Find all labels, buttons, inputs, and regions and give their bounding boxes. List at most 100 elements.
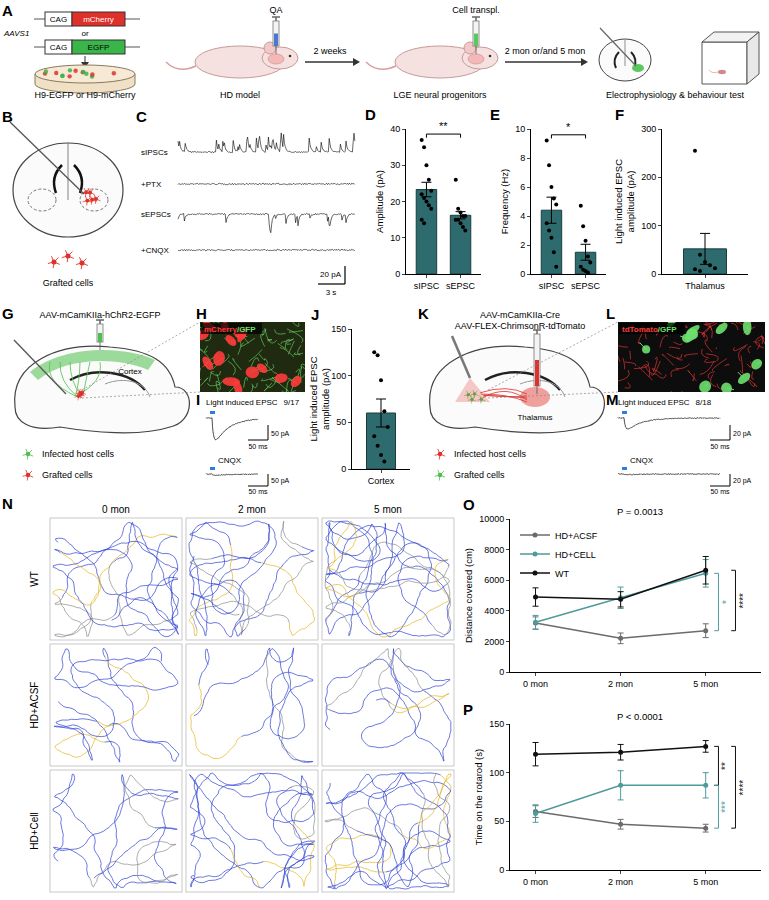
svg-text:Electrophysiology & behaviour: Electrophysiology & behaviour test <box>606 90 745 100</box>
svg-text:50: 50 <box>336 417 346 427</box>
svg-text:Frequency (Hz): Frequency (Hz) <box>499 169 510 234</box>
svg-text:Amplitude (pA): Amplitude (pA) <box>374 170 385 233</box>
svg-text:HD+ACSF: HD+ACSF <box>555 531 598 541</box>
svg-text:*: * <box>721 600 732 604</box>
svg-text:5 mon: 5 mon <box>693 679 718 689</box>
svg-text:0 mon: 0 mon <box>523 679 548 689</box>
svg-text:50 ms: 50 ms <box>248 488 268 495</box>
svg-text:EGFP: EGFP <box>88 43 110 52</box>
svg-text:WT: WT <box>555 569 569 579</box>
svg-text:CNQX: CNQX <box>630 456 654 465</box>
svg-text:50: 50 <box>494 816 504 826</box>
svg-text:CNQX: CNQX <box>218 456 242 465</box>
svg-text:H: H <box>196 305 207 322</box>
svg-text:B: B <box>2 108 13 125</box>
svg-text:2: 2 <box>520 240 525 250</box>
svg-text:Time on the rotarod (s): Time on the rotarod (s) <box>473 749 484 845</box>
svg-text:P < 0.0001: P < 0.0001 <box>617 711 663 722</box>
svg-text:sEPSC: sEPSC <box>446 281 476 291</box>
svg-text:0: 0 <box>499 865 504 875</box>
svg-text:P = 0.0013: P = 0.0013 <box>617 506 663 517</box>
svg-text:AAV-mCamKIIa-Cre: AAV-mCamKIIa-Cre <box>480 310 560 320</box>
svg-text:40: 40 <box>390 124 400 134</box>
svg-text:P: P <box>463 701 473 718</box>
svg-text:2 mon: 2 mon <box>238 504 266 515</box>
svg-text:0: 0 <box>395 269 400 279</box>
svg-text:8: 8 <box>520 153 525 163</box>
svg-text:Cell transpl.: Cell transpl. <box>452 5 500 15</box>
svg-text:C: C <box>136 108 147 125</box>
svg-text:****: **** <box>738 780 749 796</box>
svg-text:20 pA: 20 pA <box>320 270 342 279</box>
svg-text:0: 0 <box>520 269 525 279</box>
svg-text:200: 200 <box>641 172 656 182</box>
svg-text:WT: WT <box>29 571 40 587</box>
svg-text:+CNQX: +CNQX <box>141 246 169 255</box>
svg-text:A: A <box>2 2 13 19</box>
svg-text:2000: 2000 <box>484 637 504 647</box>
svg-text:300: 300 <box>641 124 656 134</box>
svg-text:****: **** <box>738 593 749 609</box>
svg-text:O: O <box>463 496 475 513</box>
svg-text:10: 10 <box>390 233 400 243</box>
svg-text:2 mon or/and 5 mon: 2 mon or/and 5 mon <box>505 46 586 56</box>
svg-text:10: 10 <box>515 124 525 134</box>
svg-text:sEPSCs: sEPSCs <box>141 210 171 219</box>
svg-text:E: E <box>490 106 500 123</box>
svg-text:Thalamus: Thalamus <box>517 413 552 422</box>
svg-text:or: or <box>81 29 88 38</box>
svg-text:5 mon: 5 mon <box>693 877 718 887</box>
svg-text:Light induced EPSC9/17: Light induced EPSC9/17 <box>206 398 300 407</box>
svg-text:20: 20 <box>390 197 400 207</box>
svg-text:Grafted cells: Grafted cells <box>43 278 94 288</box>
svg-text:mCherry: mCherry <box>83 15 114 24</box>
svg-text:150: 150 <box>331 324 346 334</box>
svg-text:CAG: CAG <box>50 43 67 52</box>
svg-text:AAVS1: AAVS1 <box>3 29 29 38</box>
svg-text:2 mon: 2 mon <box>608 679 633 689</box>
svg-text:100: 100 <box>489 768 504 778</box>
svg-text:sIPSCs: sIPSCs <box>141 148 168 157</box>
svg-text:2 mon: 2 mon <box>608 877 633 887</box>
svg-text:30: 30 <box>390 160 400 170</box>
svg-text:2 weeks: 2 weeks <box>313 46 347 56</box>
svg-text:HD model: HD model <box>220 90 260 100</box>
svg-text:AAV-FLEX-ChrimsonR-tdTomato: AAV-FLEX-ChrimsonR-tdTomato <box>455 321 585 331</box>
svg-text:0 mon: 0 mon <box>102 504 130 515</box>
svg-text:Cortex: Cortex <box>118 367 142 376</box>
svg-text:N: N <box>2 495 13 512</box>
svg-text:150: 150 <box>489 719 504 729</box>
svg-text:3 s: 3 s <box>326 288 337 297</box>
svg-text:0 mon: 0 mon <box>523 877 548 887</box>
svg-text:tdTomato/GFP: tdTomato/GFP <box>622 325 677 334</box>
svg-text:I: I <box>196 391 200 408</box>
svg-text:HD+ACSF: HD+ACSF <box>29 682 40 729</box>
svg-text:***: *** <box>720 801 731 813</box>
svg-text:6: 6 <box>520 182 525 192</box>
svg-text:F: F <box>615 106 624 123</box>
svg-text:Infected host cells: Infected host cells <box>454 449 527 459</box>
svg-text:J: J <box>311 306 319 323</box>
svg-text:10000: 10000 <box>479 514 504 524</box>
svg-text:8000: 8000 <box>484 545 504 555</box>
svg-text:**: ** <box>720 762 731 770</box>
svg-text:H9-EGFP or H9-mCherry: H9-EGFP or H9-mCherry <box>35 90 136 100</box>
svg-text:HD+Cell: HD+Cell <box>29 812 40 850</box>
svg-text:4: 4 <box>520 211 525 221</box>
svg-text:Infected host cells: Infected host cells <box>42 449 115 459</box>
svg-text:sEPSC: sEPSC <box>571 281 601 291</box>
svg-text:50 ms: 50 ms <box>710 488 730 495</box>
svg-text:sIPSC: sIPSC <box>539 281 565 291</box>
svg-text:G: G <box>2 305 14 322</box>
svg-text:50 ms: 50 ms <box>710 443 730 450</box>
svg-text:LGE neural progenitors: LGE neural progenitors <box>393 90 487 100</box>
svg-text:Grafted cells: Grafted cells <box>42 470 93 480</box>
svg-text:6000: 6000 <box>484 575 504 585</box>
svg-text:4000: 4000 <box>484 606 504 616</box>
svg-text:mCherry/GFP: mCherry/GFP <box>204 325 256 334</box>
svg-text:Distance covered (cm): Distance covered (cm) <box>463 548 474 643</box>
svg-text:sIPSC: sIPSC <box>414 281 440 291</box>
svg-text:5 mon: 5 mon <box>374 504 402 515</box>
svg-text:20 pA: 20 pA <box>733 477 752 485</box>
svg-text:Light induced EPSCamplitude (p: Light induced EPSCamplitude (pA) <box>613 159 636 244</box>
